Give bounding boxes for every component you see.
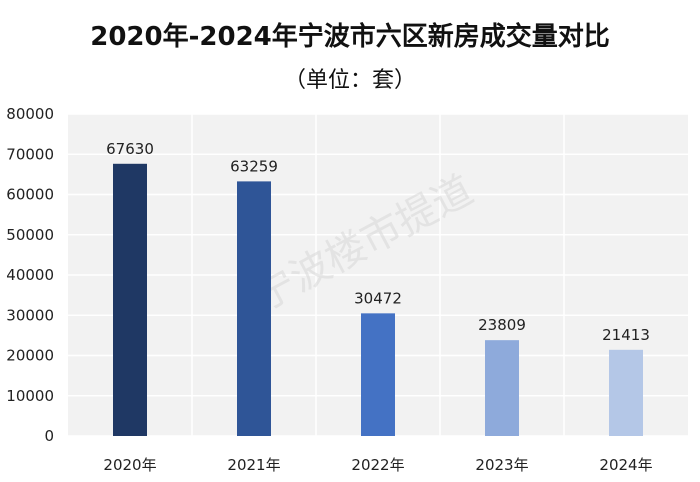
y-tick-label: 60000 <box>6 186 54 204</box>
x-tick-label: 2021年 <box>227 456 280 474</box>
data-label: 67630 <box>106 140 154 158</box>
y-tick-label: 10000 <box>6 387 54 405</box>
bar <box>609 349 643 436</box>
bar <box>113 163 147 436</box>
data-label: 30472 <box>354 289 402 307</box>
bar <box>237 181 271 436</box>
y-tick-label: 30000 <box>6 306 54 324</box>
y-tick-label: 70000 <box>6 145 54 163</box>
data-label: 63259 <box>230 157 278 175</box>
x-tick-label: 2023年 <box>475 456 528 474</box>
y-axis-ticks: 0 10000 20000 30000 40000 50000 60000 70000 8000… <box>6 105 54 445</box>
x-tick-label: 2020年 <box>103 456 156 474</box>
bar <box>361 313 395 436</box>
x-tick-label: 2024年 <box>599 456 652 474</box>
x-axis-ticks: 2020年 2021年 2022年 2023年 2024年 <box>103 456 652 474</box>
bars <box>113 163 643 436</box>
y-tick-label: 50000 <box>6 226 54 244</box>
y-tick-label: 40000 <box>6 266 54 284</box>
chart-subtitle: （单位：套） <box>283 68 416 93</box>
data-labels: 67630 63259 30472 23809 21413 <box>106 140 650 344</box>
bar <box>485 340 519 436</box>
y-tick-label: 20000 <box>6 347 54 365</box>
y-tick-label: 0 <box>44 427 54 445</box>
data-label: 23809 <box>478 316 526 334</box>
x-tick-label: 2022年 <box>351 456 404 474</box>
y-tick-label: 80000 <box>6 105 54 123</box>
chart-title: 2020年-2024年宁波市六区新房成交量对比 <box>90 22 610 52</box>
data-label: 21413 <box>602 326 650 344</box>
